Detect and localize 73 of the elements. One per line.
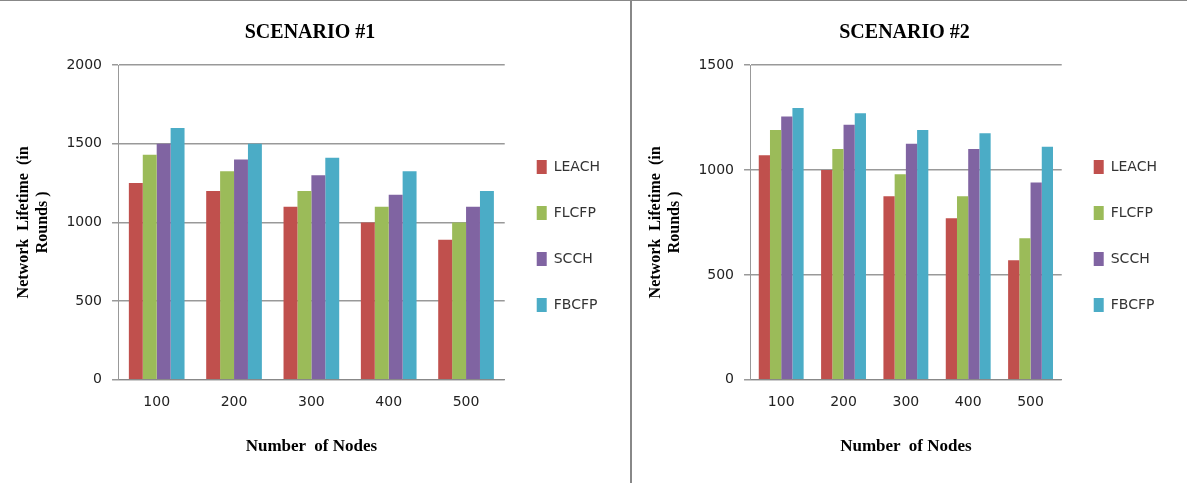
y-tick-label: 500 <box>75 291 103 308</box>
bar <box>1041 146 1053 380</box>
bar <box>325 157 340 380</box>
bar <box>360 222 375 380</box>
bar <box>905 143 918 380</box>
x-tick-label: 400 <box>954 392 982 409</box>
bar <box>220 171 235 380</box>
x-tick-label: 200 <box>830 392 857 409</box>
x-tick-label: 400 <box>375 392 403 409</box>
bar <box>479 190 494 380</box>
chart-title: SCENARIO #2 <box>839 20 970 43</box>
bar <box>311 175 326 380</box>
y-tick-label: 1500 <box>66 134 103 151</box>
chart-title: SCENARIO #1 <box>244 20 376 43</box>
y-tick-label: 0 <box>93 370 103 387</box>
bar <box>402 171 417 380</box>
bar <box>792 108 804 380</box>
y-tick-label: 500 <box>707 265 735 282</box>
bar <box>170 127 185 380</box>
x-tick-label: 300 <box>298 392 325 409</box>
bar <box>128 183 143 380</box>
bar <box>452 222 467 380</box>
y-tick-label: 1000 <box>698 160 735 177</box>
bar <box>466 206 480 380</box>
bar <box>142 154 157 380</box>
legend-label: FBCFP <box>553 295 598 312</box>
bar <box>917 130 929 380</box>
bar <box>883 196 895 380</box>
bar <box>854 113 866 380</box>
bar <box>894 174 906 380</box>
legend-label: FLCFP <box>553 203 596 220</box>
bar <box>769 130 782 380</box>
y-axis-title: Network Lifetime (in Rounds ) <box>13 146 51 299</box>
legend-label: LEACH <box>1110 157 1157 174</box>
bar <box>821 169 833 380</box>
x-tick-label: 200 <box>220 392 248 409</box>
x-axis-title: Number of Nodes <box>840 436 972 456</box>
bar <box>283 206 298 380</box>
legend-label: FBCFP <box>1110 295 1155 312</box>
bar <box>374 206 389 380</box>
x-tick-label: 100 <box>767 392 795 409</box>
y-tick-label: 0 <box>725 370 735 387</box>
x-tick-label: 100 <box>143 392 171 409</box>
legend-label: SCCH <box>1110 249 1150 266</box>
bar <box>388 194 403 380</box>
bar <box>1030 182 1042 380</box>
y-tick-label: 1500 <box>698 55 735 72</box>
bar <box>979 133 991 380</box>
y-tick-label: 1000 <box>66 213 103 230</box>
bar <box>956 196 969 380</box>
y-tick-label: 2000 <box>66 55 103 72</box>
x-axis-title: Number of Nodes <box>245 436 378 456</box>
bar <box>297 190 312 380</box>
bar <box>438 239 453 380</box>
bar <box>234 159 248 380</box>
x-tick-label: 500 <box>452 392 480 409</box>
bar <box>1019 238 1031 380</box>
bar <box>843 124 855 380</box>
legend-label: SCCH <box>553 249 593 266</box>
legend-label: FLCFP <box>1110 203 1153 220</box>
x-tick-label: 500 <box>1017 392 1044 409</box>
bar <box>206 190 221 380</box>
legend-label: LEACH <box>553 157 600 174</box>
bar <box>156 143 171 380</box>
bar <box>1008 260 1020 380</box>
x-tick-label: 300 <box>892 392 920 409</box>
bar <box>832 148 844 380</box>
bar <box>247 143 262 380</box>
bar <box>945 218 957 380</box>
bar <box>968 148 980 380</box>
bar <box>758 155 770 380</box>
y-axis-title: Network Lifetime (in Rounds ) <box>645 146 683 299</box>
bar <box>781 116 793 380</box>
